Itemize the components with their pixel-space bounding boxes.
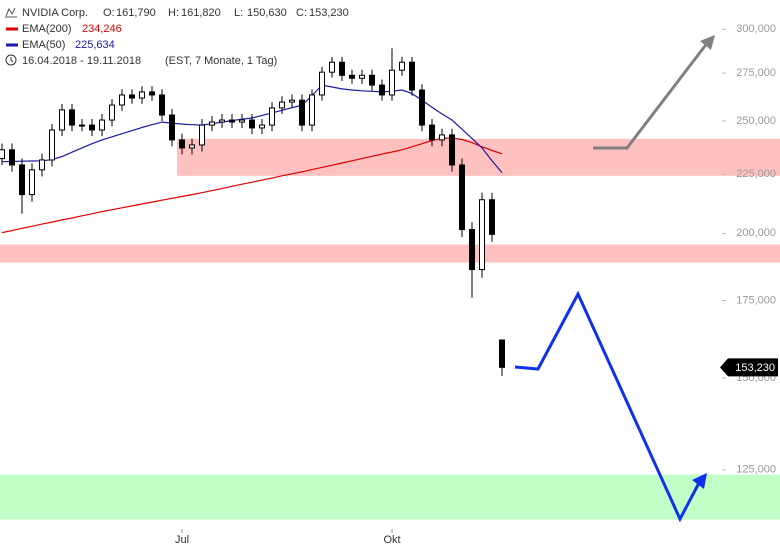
period: (EST, 7 Monate, 1 Tag)	[165, 55, 277, 67]
candle-body	[379, 84, 385, 96]
candle-body	[109, 104, 115, 121]
candle-body	[169, 114, 175, 141]
candle-body	[339, 61, 345, 76]
candle-body	[329, 61, 335, 73]
candle-body	[359, 74, 365, 79]
candle-body	[139, 91, 145, 99]
candle-body	[459, 164, 465, 231]
candle-body	[239, 119, 245, 123]
candle-body	[349, 74, 355, 79]
candle-body	[279, 101, 285, 109]
arrow-head	[692, 473, 707, 489]
bands	[0, 138, 780, 520]
candle-body	[79, 124, 85, 127]
ema-line	[1, 137, 503, 234]
candle-body	[99, 119, 105, 131]
header-label: H:	[168, 7, 179, 19]
candle-body	[159, 94, 165, 116]
candle-body	[0, 149, 5, 160]
candle-body	[259, 124, 265, 129]
candle-body	[19, 164, 25, 196]
candle-body	[129, 94, 135, 99]
candle-body	[319, 71, 325, 96]
candle-body	[29, 169, 35, 196]
candle-body	[439, 134, 445, 141]
y-tick-label: 300,000	[736, 23, 776, 35]
clock-icon	[5, 54, 17, 66]
candle-body	[469, 229, 475, 271]
legend: NVIDIA Corp. EMA(200) 234,246 EMA(50) 22…	[5, 7, 349, 67]
candle-body	[229, 119, 235, 123]
candle-body	[299, 99, 305, 126]
candle-body	[249, 119, 255, 129]
price-zone	[0, 244, 780, 263]
y-tick-label: 200,000	[736, 227, 776, 239]
candles	[0, 48, 505, 376]
header-value: 161,790	[116, 7, 156, 19]
candle-body	[419, 89, 425, 126]
legend-label: EMA(200)	[22, 23, 72, 35]
header-label: L:	[234, 7, 243, 19]
candle-body	[289, 99, 295, 103]
date-range: 16.04.2018 - 19.11.2018	[22, 55, 141, 67]
candle-body	[179, 139, 185, 149]
candle-body	[149, 91, 155, 96]
y-tick-label: 175,000	[736, 294, 776, 306]
axis: 125,000150,000175,000200,000225,000250,0…	[175, 23, 776, 546]
last-price-tag: 153,230	[720, 358, 778, 377]
candle-body	[489, 199, 495, 235]
candle-body	[389, 69, 395, 96]
price-zone	[0, 474, 780, 520]
y-tick-label: 225,000	[736, 168, 776, 180]
candle-body	[39, 159, 45, 171]
candle-body	[69, 109, 75, 126]
candle-body	[429, 124, 435, 141]
chart-icon	[5, 7, 17, 18]
y-tick-label: 125,000	[736, 464, 776, 476]
price-tag	[720, 358, 778, 377]
header-label: O:	[103, 7, 115, 19]
projection-up	[593, 41, 710, 150]
candle-body	[449, 134, 455, 166]
x-tick-label: Okt	[383, 534, 400, 546]
chart-title: NVIDIA Corp.	[22, 7, 88, 19]
candle-body	[49, 129, 55, 161]
candle-body	[89, 124, 95, 131]
header-value: 150,630	[247, 7, 287, 19]
candle-body	[209, 121, 215, 126]
header-label: C:	[296, 7, 307, 19]
y-tick-label: 250,000	[736, 115, 776, 127]
y-tick-label: 275,000	[736, 67, 776, 79]
candle-body	[399, 61, 405, 71]
projection-drawings	[514, 35, 715, 523]
candle-body	[369, 74, 375, 86]
legend-value: 225,634	[75, 39, 115, 51]
candle-body	[199, 124, 205, 146]
candle-body	[479, 199, 485, 271]
projection-down	[514, 290, 702, 523]
candle-body	[409, 61, 415, 91]
legend-label: EMA(50)	[22, 39, 65, 51]
candle-body	[119, 94, 125, 106]
candle-body	[59, 109, 65, 131]
header-value: 153,230	[309, 7, 349, 19]
candle-body	[189, 144, 195, 149]
candle-body	[309, 94, 315, 126]
candle-body	[9, 149, 15, 166]
candle-body	[499, 339, 505, 368]
arrow-head	[700, 35, 715, 50]
candle-body	[269, 107, 275, 126]
header-value: 161,820	[181, 7, 221, 19]
legend-value: 234,246	[82, 23, 122, 35]
x-tick-label: Jul	[175, 534, 189, 546]
price-tag-label: 153,230	[735, 362, 775, 374]
candle-body	[219, 119, 225, 123]
